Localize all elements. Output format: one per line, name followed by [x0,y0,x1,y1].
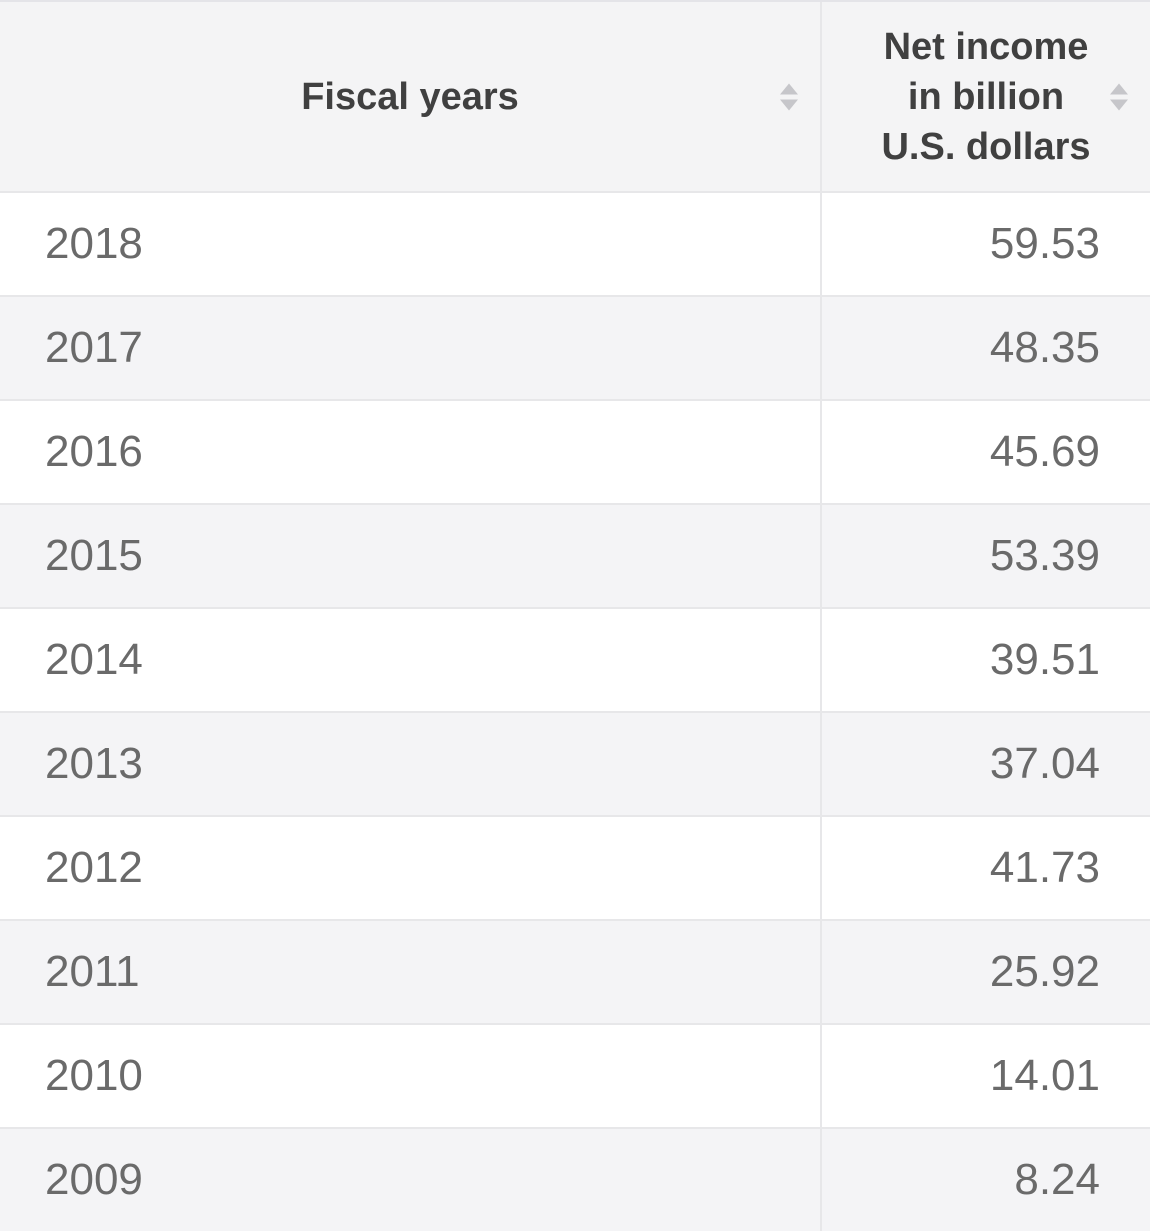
column-header-label-line: in billion [907,75,1065,118]
column-header-label: Fiscal years [301,72,519,122]
table-row: 2010 14.01 [0,1023,1150,1127]
sort-ascending-arrow-icon [1110,83,1128,94]
sort-up-down-icon[interactable] [780,83,798,110]
table-row: 2011 25.92 [0,919,1150,1023]
table-header-row: Fiscal years Net income in billion U.S. … [0,2,1150,191]
sort-descending-arrow-icon [780,99,798,110]
sort-up-down-icon[interactable] [1110,83,1128,110]
fiscal-year-cell: 2018 [0,193,822,295]
fiscal-year-cell: 2015 [0,505,822,607]
fiscal-year-cell: 2012 [0,817,822,919]
net-income-cell: 41.73 [989,843,1100,892]
table-row: 2012 41.73 [0,815,1150,919]
table-row: 2015 53.39 [0,503,1150,607]
sort-ascending-arrow-icon [780,83,798,94]
net-income-cell: 14.01 [989,1051,1100,1100]
net-income-cell: 39.51 [989,635,1100,684]
net-income-cell: 45.69 [989,427,1100,476]
fiscal-year-cell: 2014 [0,609,822,711]
net-income-cell: 37.04 [989,739,1100,788]
table-row: 2017 48.35 [0,295,1150,399]
fiscal-year-cell: 2009 [0,1129,822,1231]
table-row: 2009 8.24 [0,1127,1150,1231]
column-header-label-line: Fiscal years [301,75,519,118]
column-header-label-line: Net income [883,25,1089,68]
column-header-label-line: U.S. dollars [881,125,1091,168]
sort-descending-arrow-icon [1110,99,1128,110]
net-income-cell: 48.35 [989,323,1100,372]
net-income-cell: 25.92 [989,947,1100,996]
net-income-cell: 53.39 [989,531,1100,580]
table-row: 2013 37.04 [0,711,1150,815]
fiscal-year-cell: 2010 [0,1025,822,1127]
net-income-cell: 59.53 [989,219,1100,268]
column-header-net-income[interactable]: Net income in billion U.S. dollars [822,2,1150,191]
table-row: 2018 59.53 [0,191,1150,295]
fiscal-year-cell: 2017 [0,297,822,399]
fiscal-year-cell: 2016 [0,401,822,503]
fiscal-year-cell: 2011 [0,921,822,1023]
table-body: 2018 59.53 2017 48.35 2016 45.69 2015 53… [0,191,1150,1231]
column-header-label: Net income in billion U.S. dollars [881,22,1090,172]
table-row: 2014 39.51 [0,607,1150,711]
table-row: 2016 45.69 [0,399,1150,503]
net-income-cell: 8.24 [1014,1155,1100,1204]
fiscal-year-cell: 2013 [0,713,822,815]
column-header-fiscal-years[interactable]: Fiscal years [0,2,822,191]
